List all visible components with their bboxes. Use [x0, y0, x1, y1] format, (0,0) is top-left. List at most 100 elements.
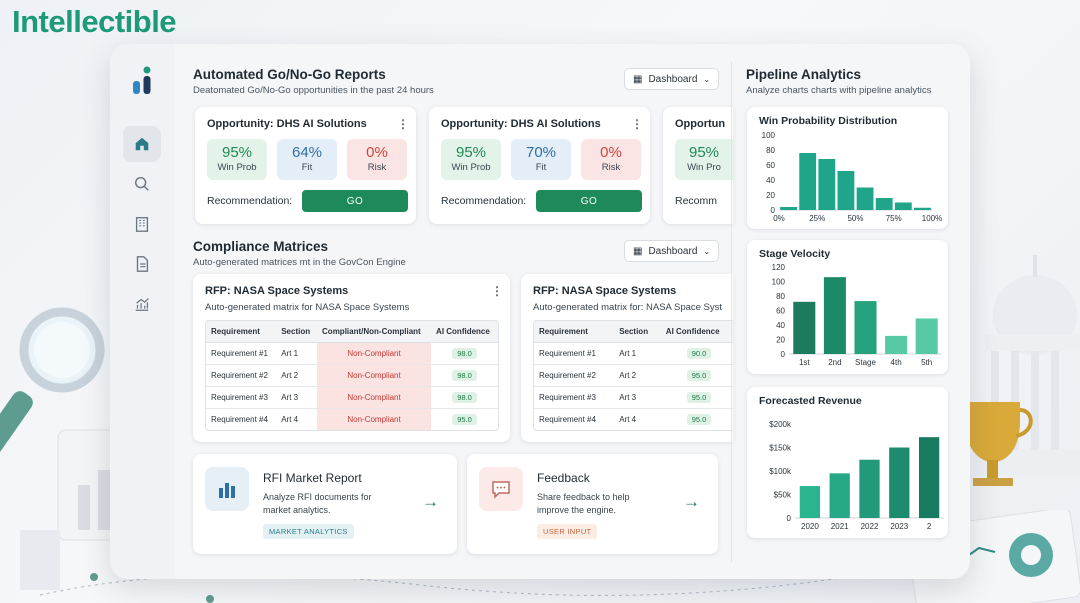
column-header: AI Confidence	[431, 321, 498, 343]
sidebar	[110, 44, 175, 579]
x-tick-label: 25%	[809, 214, 825, 223]
table-row[interactable]: Requirement #2 Art 2 95.0	[534, 364, 733, 387]
x-tick-label: 75%	[886, 214, 902, 223]
table-row[interactable]: Requirement #4 Art 4 95.0	[534, 408, 733, 430]
chart-bar	[823, 277, 846, 354]
chart-bar	[918, 437, 940, 518]
table-row[interactable]: Requirement #3 Art 3 Non-Compliant 98.0	[206, 386, 498, 409]
chart-bar	[915, 318, 938, 354]
y-tick-label: 80	[776, 292, 785, 301]
analytics-icon	[135, 298, 149, 311]
nav-buildings[interactable]	[123, 206, 161, 242]
compliance-matrix-card[interactable]: RFP: NASA Space Systems ⋮ Auto-generated…	[193, 274, 510, 442]
opportunity-card-partial[interactable]: Opportun 95% Win Pro Recomm	[663, 107, 733, 224]
x-tick-label: 4th	[891, 358, 902, 367]
go-button[interactable]: GO	[536, 190, 642, 212]
tile-title: Feedback	[537, 471, 590, 485]
kebab-menu-icon[interactable]: ⋮	[631, 117, 643, 131]
compliance-dashboard-dropdown[interactable]: ▦ Dashboard ⌄	[624, 240, 720, 262]
rfi-market-report-tile[interactable]: RFI Market Report Analyze RFI documents …	[193, 454, 457, 554]
x-tick-label: 2023	[890, 522, 908, 531]
opportunity-card[interactable]: Opportunity: DHS AI Solutions ⋮ 95% Win P…	[195, 107, 416, 224]
nav-documents[interactable]	[123, 246, 161, 282]
go-button[interactable]: GO	[302, 190, 408, 212]
x-tick-label: 2020	[801, 522, 819, 531]
chevron-down-icon: ⌄	[703, 246, 711, 256]
win-prob-metric: 95% Win Prob	[207, 139, 267, 180]
table-row[interactable]: Requirement #3 Art 3 95.0	[534, 386, 733, 409]
reports-subtitle: Deatomated Go/No-Go opportunities in the…	[193, 85, 434, 96]
chart-bar	[818, 159, 836, 210]
y-tick-label: $150k	[769, 444, 792, 453]
chart-bar	[799, 486, 821, 518]
y-tick-label: 20	[776, 336, 785, 345]
reports-dashboard-dropdown[interactable]: ▦ Dashboard ⌄	[624, 68, 720, 90]
bar-chart-icon	[205, 467, 249, 511]
kebab-menu-icon[interactable]: ⋮	[491, 284, 503, 298]
rfp-title: RFP: NASA Space Systems	[205, 285, 349, 297]
chart-bar	[854, 301, 877, 354]
tile-title: RFI Market Report	[263, 471, 362, 485]
compliance-table: Requirement Section AI Confidence Co Req…	[533, 320, 733, 431]
forecasted-revenue-chart-card: Forecasted Revenue 0 $50k $100k $150k $200k 2…	[747, 387, 948, 538]
kebab-menu-icon[interactable]: ⋮	[397, 117, 409, 131]
chart-bar	[875, 198, 893, 210]
x-tick-label: 5th	[921, 358, 932, 367]
x-tick-label: 50%	[847, 214, 863, 223]
table-row[interactable]: Requirement #4 Art 4 Non-Compliant 95.0	[206, 408, 498, 430]
rfp-subtitle: Auto-generated matrix for NASA Space Sys…	[205, 302, 410, 313]
home-icon	[135, 137, 149, 151]
fit-metric: 70% Fit	[511, 139, 571, 180]
column-header: Section	[614, 321, 661, 343]
column-header: Compliant/Non-Compliant	[317, 321, 432, 343]
table-row[interactable]: Requirement #2 Art 2 Non-Compliant 98.0	[206, 364, 498, 387]
recommendation-label: Recommendation:	[207, 195, 293, 207]
chart-bar	[889, 447, 910, 518]
nav-search[interactable]	[123, 166, 161, 202]
app-logo-icon	[133, 66, 151, 94]
y-tick-label: 20	[766, 191, 775, 200]
opportunity-title: Opportun	[675, 118, 726, 130]
y-tick-label: 60	[776, 307, 785, 316]
y-tick-label: 0	[787, 514, 792, 523]
column-header: AI Confidence	[660, 321, 733, 343]
nav-analytics[interactable]	[123, 286, 161, 322]
opportunity-title: Opportunity: DHS AI Solutions	[441, 118, 601, 130]
nav-home[interactable]	[123, 126, 161, 162]
win-probability-chart: 0 20 40 60 80 100 0% 25% 50% 75% 100%	[762, 131, 943, 223]
y-tick-label: 40	[766, 176, 775, 185]
chart-bar	[894, 202, 912, 210]
table-row[interactable]: Requirement #1 Art 1 Non-Compliant 98.0	[206, 342, 498, 365]
x-tick-label: 2nd	[828, 358, 841, 367]
stage-velocity-chart: 0 20 40 60 80 100 120 1st 2nd Stage 4th 5th	[772, 263, 942, 367]
chart-bar	[859, 459, 880, 518]
stage-velocity-chart-card: Stage Velocity 0 20 40 60 80 100 120 1st 2nd Stag…	[747, 240, 948, 374]
arrow-right-icon[interactable]: →	[683, 492, 700, 511]
y-tick-label: 120	[772, 263, 786, 272]
win-probability-chart-card: Win Probability Distribution 0 20 40 60 80 10…	[747, 107, 948, 229]
opportunity-title: Opportunity: DHS AI Solutions	[207, 118, 367, 130]
feedback-tile[interactable]: Feedback Share feedback to help improve …	[467, 454, 718, 554]
y-tick-label: $200k	[769, 420, 792, 429]
chart-title: Win Probability Distribution	[759, 115, 898, 127]
y-tick-label: 80	[766, 146, 775, 155]
chart-title: Stage Velocity	[759, 248, 831, 260]
chart-bar	[885, 335, 908, 354]
grid-icon: ▦	[633, 73, 643, 85]
chart-bar	[837, 171, 855, 210]
recommendation-label: Recommendation:	[441, 195, 527, 207]
column-header: Requirement	[534, 321, 615, 343]
table-row[interactable]: Requirement #1 Art 1 90.0	[534, 342, 733, 365]
chart-bar	[856, 187, 874, 210]
risk-metric: 0% Risk	[347, 139, 407, 180]
magnifier-illustration	[0, 307, 105, 455]
tile-tag: USER INPUT	[537, 524, 598, 539]
chat-bubble-icon	[479, 467, 523, 511]
opportunity-card[interactable]: Opportunity: DHS AI Solutions ⋮ 95% Win P…	[429, 107, 650, 224]
chart-bar	[780, 207, 797, 210]
tile-tag: MARKET ANALYTICS	[263, 524, 354, 539]
reports-title: Automated Go/No-Go Reports	[193, 67, 386, 82]
arrow-right-icon[interactable]: →	[422, 492, 439, 511]
fit-metric: 64% Fit	[277, 139, 337, 180]
compliance-matrix-card-partial[interactable]: RFP: NASA Space Systems Auto-generated m…	[521, 274, 733, 442]
